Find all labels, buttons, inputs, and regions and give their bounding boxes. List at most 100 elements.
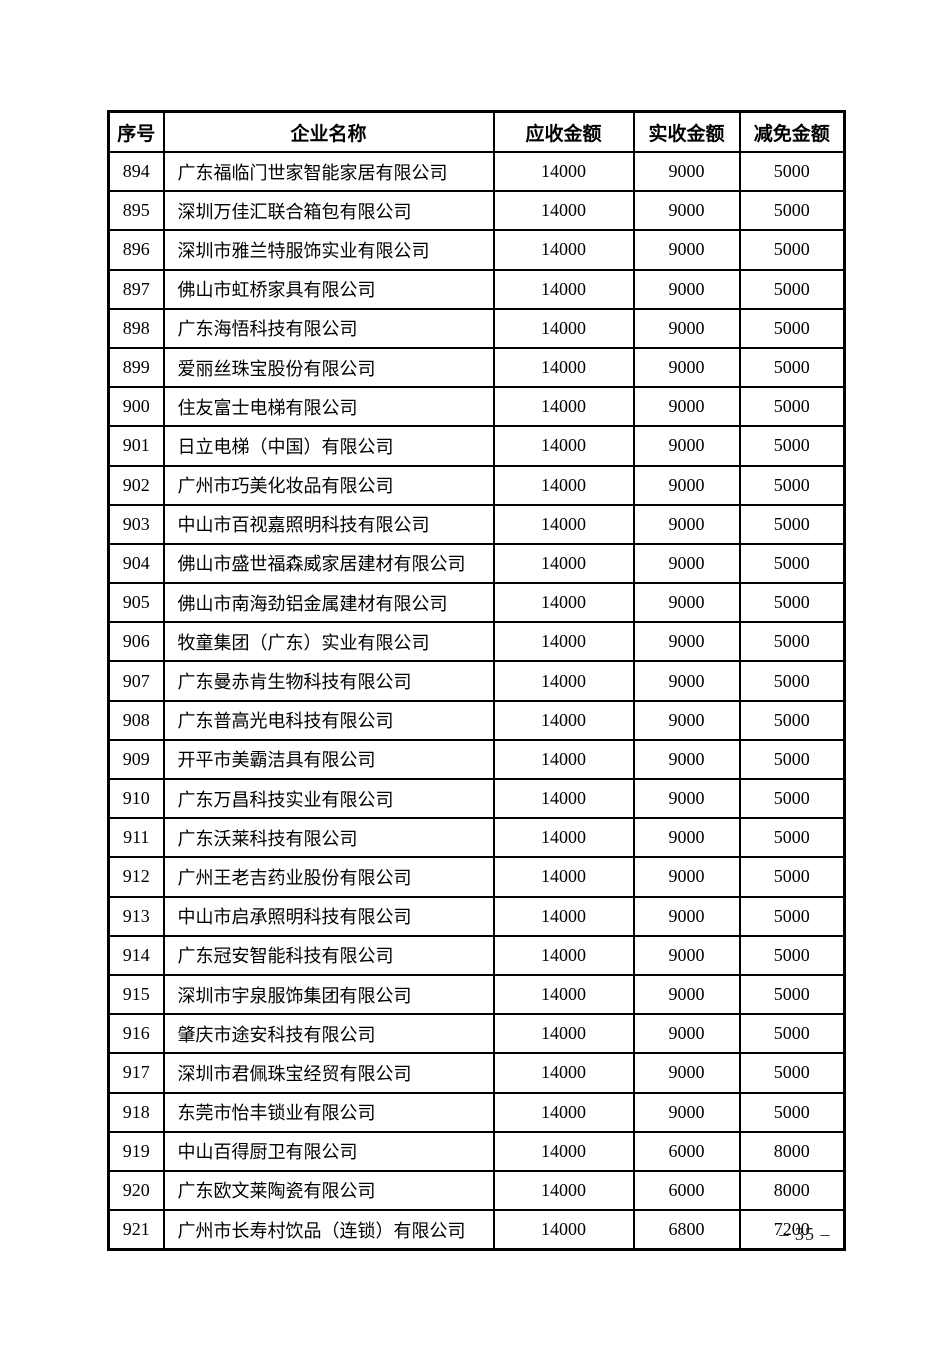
received-amount-cell: 9000 [632,856,741,898]
received-amount-cell: 9000 [632,464,741,506]
table-row: 912 广州王老吉药业股份有限公司 14000 9000 5000 [107,856,846,898]
column-header-receivable-amount: 应收金额 [492,110,635,153]
table-row: 916 肇庆市途安科技有限公司 14000 9000 5000 [107,1013,846,1055]
received-amount-cell: 6000 [632,1169,741,1212]
company-name-cell: 爱丽丝珠宝股份有限公司 [162,346,495,389]
table-row: 901 日立电梯（中国）有限公司 14000 9000 5000 [107,425,846,467]
serial-number-cell: 920 [107,1169,165,1212]
table-row: 919 中山百得厨卫有限公司 14000 6000 8000 [107,1130,846,1172]
reduction-amount-cell: 5000 [738,856,846,898]
reduction-amount-cell: 5000 [738,190,846,232]
received-amount-cell: 9000 [632,1013,741,1055]
company-name-cell: 佛山市盛世福森威家居建材有限公司 [162,542,495,585]
serial-number-cell: 907 [107,660,165,702]
received-amount-cell: 9000 [632,425,741,467]
table-body: 894 广东福临门世家智能家居有限公司 14000 9000 5000 895 深圳万佳汇联… [107,150,846,1251]
table-row: 895 深圳万佳汇联合箱包有限公司 14000 9000 5000 [107,190,846,232]
reduction-amount-cell: 5000 [738,1052,846,1094]
receivable-amount-cell: 14000 [492,386,635,428]
receivable-amount-cell: 14000 [492,229,635,271]
table-row: 913 中山市启承照明科技有限公司 14000 9000 5000 [107,895,846,937]
receivable-amount-cell: 14000 [492,699,635,741]
reduction-amount-cell: 5000 [738,346,846,389]
serial-number-cell: 910 [107,777,165,820]
table-row: 918 东莞市怡丰锁业有限公司 14000 9000 5000 [107,1091,846,1133]
received-amount-cell: 9000 [632,582,741,624]
received-amount-cell: 9000 [632,1052,741,1094]
received-amount-cell: 9000 [632,895,741,937]
receivable-amount-cell: 14000 [492,307,635,349]
table-row: 903 中山市百视嘉照明科技有限公司 14000 9000 5000 [107,503,846,545]
receivable-amount-cell: 14000 [492,660,635,702]
receivable-amount-cell: 14000 [492,621,635,663]
serial-number-cell: 909 [107,738,165,781]
reduction-amount-cell: 5000 [738,895,846,937]
receivable-amount-cell: 14000 [492,268,635,310]
received-amount-cell: 9000 [632,621,741,663]
serial-number-cell: 896 [107,229,165,271]
serial-number-cell: 918 [107,1091,165,1133]
received-amount-cell: 9000 [632,268,741,310]
company-name-cell: 住友富士电梯有限公司 [162,386,495,428]
reduction-amount-cell: 5000 [738,973,846,1016]
company-name-cell: 广东海悟科技有限公司 [162,307,495,349]
serial-number-cell: 904 [107,542,165,585]
serial-number-cell: 914 [107,934,165,976]
receivable-amount-cell: 14000 [492,542,635,585]
company-name-cell: 牧童集团（广东）实业有限公司 [162,621,495,663]
reduction-amount-cell: 8000 [738,1130,846,1172]
table-row: 909 开平市美霸洁具有限公司 14000 9000 5000 [107,738,846,781]
received-amount-cell: 9000 [632,699,741,741]
table-row: 897 佛山市虹桥家具有限公司 14000 9000 5000 [107,268,846,310]
receivable-amount-cell: 14000 [492,777,635,820]
company-name-cell: 广东曼赤肯生物科技有限公司 [162,660,495,702]
table-row: 910 广东万昌科技实业有限公司 14000 9000 5000 [107,777,846,820]
received-amount-cell: 9000 [632,817,741,859]
table-row: 905 佛山市南海劲铝金属建材有限公司 14000 9000 5000 [107,582,846,624]
table-row: 894 广东福临门世家智能家居有限公司 14000 9000 5000 [107,150,846,193]
serial-number-cell: 916 [107,1013,165,1055]
company-name-cell: 中山百得厨卫有限公司 [162,1130,495,1172]
reduction-amount-cell: 8000 [738,1169,846,1212]
receivable-amount-cell: 14000 [492,1169,635,1212]
column-header-received-amount: 实收金额 [632,110,741,153]
serial-number-cell: 894 [107,150,165,193]
received-amount-cell: 9000 [632,346,741,389]
receivable-amount-cell: 14000 [492,425,635,467]
company-name-cell: 佛山市虹桥家具有限公司 [162,268,495,310]
received-amount-cell: 9000 [632,503,741,545]
reduction-amount-cell: 5000 [738,268,846,310]
serial-number-cell: 899 [107,346,165,389]
table-row: 904 佛山市盛世福森威家居建材有限公司 14000 9000 5000 [107,542,846,585]
receivable-amount-cell: 14000 [492,1130,635,1172]
table-row: 917 深圳市君佩珠宝经贸有限公司 14000 9000 5000 [107,1052,846,1094]
reduction-amount-cell: 7200 [738,1209,846,1251]
receivable-amount-cell: 14000 [492,817,635,859]
reduction-amount-cell: 5000 [738,307,846,349]
reduction-amount-cell: 5000 [738,777,846,820]
table-header: 序号 企业名称 应收金额 实收金额 减免金额 [107,110,846,153]
receivable-amount-cell: 14000 [492,1091,635,1133]
company-name-cell: 开平市美霸洁具有限公司 [162,738,495,781]
company-name-cell: 广州市长寿村饮品（连锁）有限公司 [162,1209,495,1251]
company-name-cell: 深圳市君佩珠宝经贸有限公司 [162,1052,495,1094]
receivable-amount-cell: 14000 [492,464,635,506]
received-amount-cell: 9000 [632,542,741,585]
serial-number-cell: 913 [107,895,165,937]
company-name-cell: 深圳市宇泉服饰集团有限公司 [162,973,495,1016]
serial-number-cell: 897 [107,268,165,310]
fee-reduction-table: 序号 企业名称 应收金额 实收金额 减免金额 894 广东福临门世家智能家居有限公… [107,110,846,1252]
company-name-cell: 广东福临门世家智能家居有限公司 [162,150,495,193]
table-row: 908 广东普高光电科技有限公司 14000 9000 5000 [107,699,846,741]
reduction-amount-cell: 5000 [738,934,846,976]
reduction-amount-cell: 5000 [738,699,846,741]
company-name-cell: 中山市启承照明科技有限公司 [162,895,495,937]
table-row: 907 广东曼赤肯生物科技有限公司 14000 9000 5000 [107,660,846,702]
table-row: 921 广州市长寿村饮品（连锁）有限公司 14000 6800 7200 [107,1209,846,1251]
company-name-cell: 肇庆市途安科技有限公司 [162,1013,495,1055]
receivable-amount-cell: 14000 [492,503,635,545]
received-amount-cell: 9000 [632,738,741,781]
reduction-amount-cell: 5000 [738,464,846,506]
company-name-cell: 东莞市怡丰锁业有限公司 [162,1091,495,1133]
